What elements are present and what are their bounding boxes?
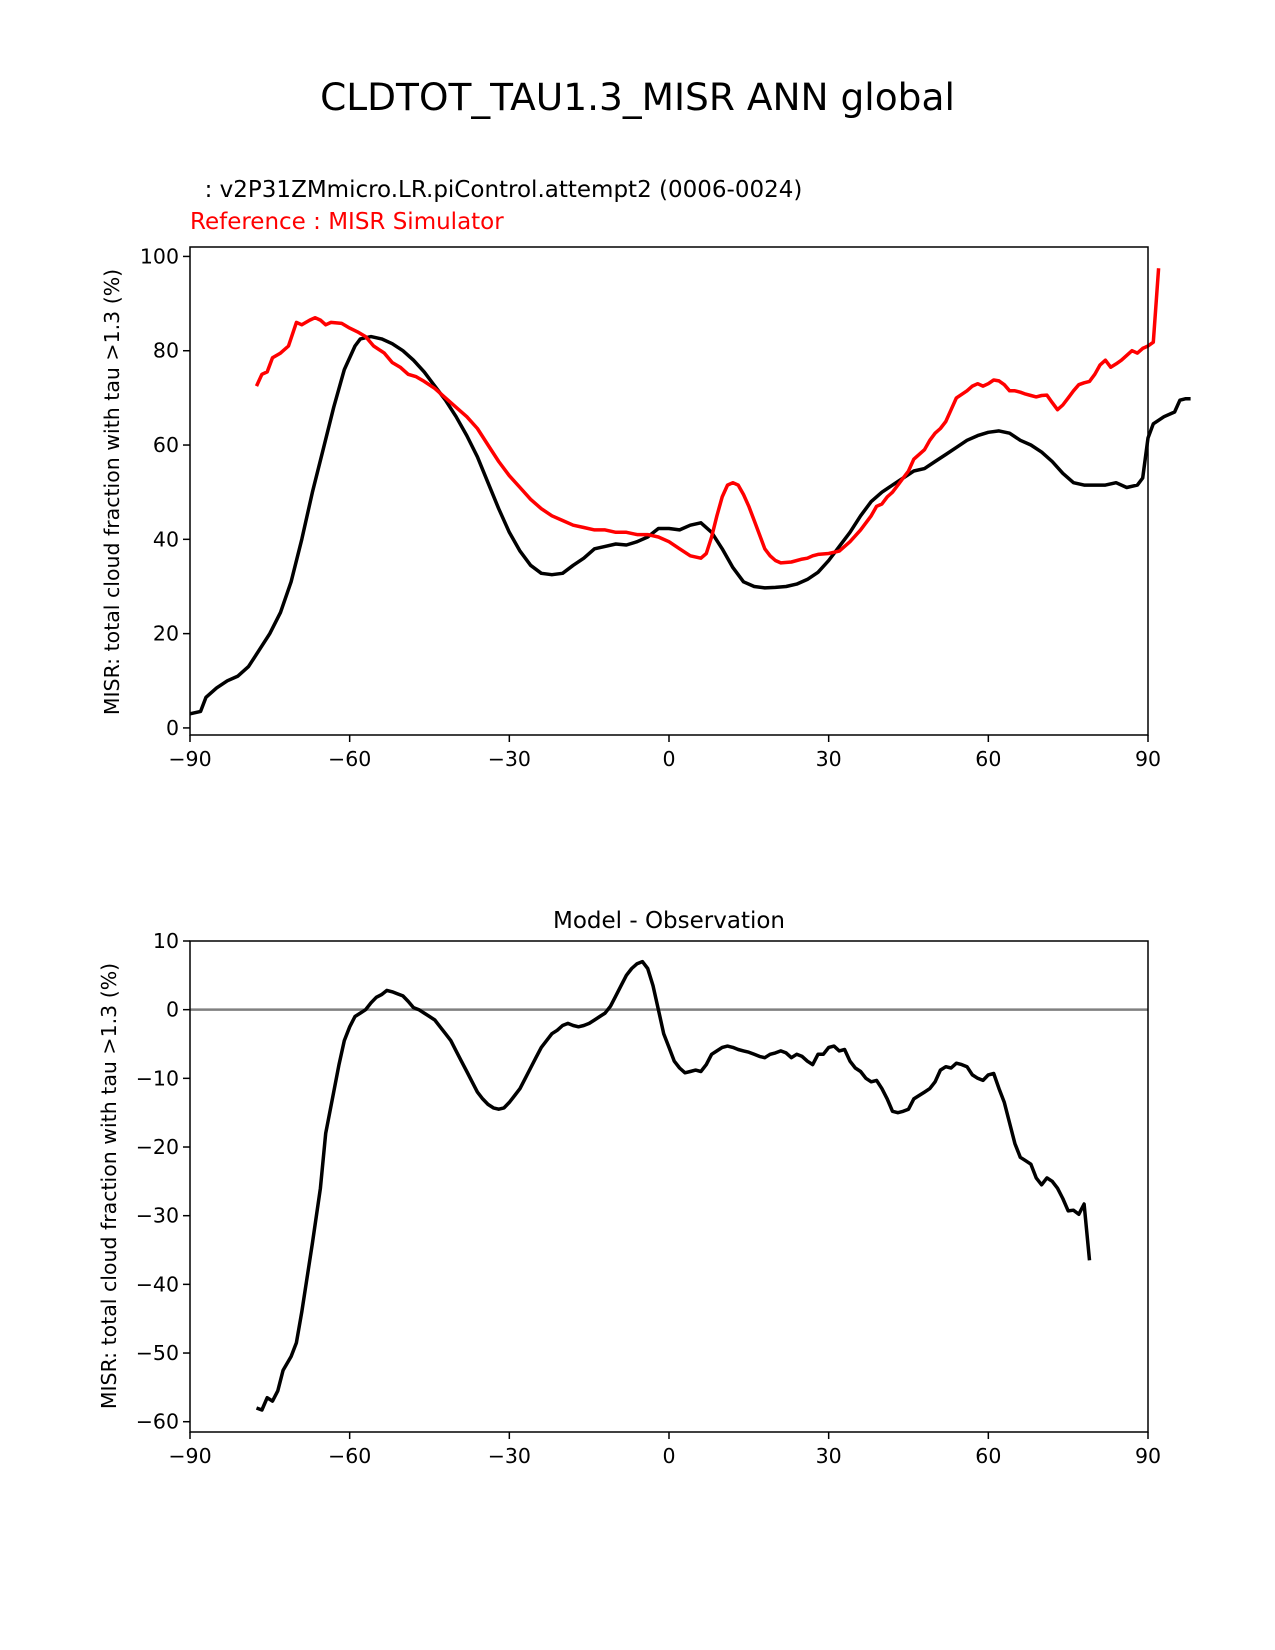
main-plot-frame — [189, 246, 1149, 736]
difference-plot-ytick-label: −20 — [136, 1135, 179, 1159]
main-plot-ytick-label: 0 — [166, 716, 179, 740]
difference-plot-xtick-label: −60 — [328, 1444, 371, 1468]
difference-plot-ticks: −90 −60 −30 0 30 60 90 10 0 −10 −20 −30 −40 −50 −60 — [136, 929, 1161, 1468]
main-plot-xtick-label: 0 — [662, 747, 675, 771]
main-plot-ytick-label: 40 — [153, 527, 179, 551]
difference-plot-xtick-label: 60 — [975, 1444, 1001, 1468]
main-plot-ytick-label: 20 — [153, 622, 179, 646]
difference-plot-ytick-label: −10 — [136, 1066, 179, 1090]
difference-plot-difference-line — [255, 959, 1092, 1412]
main-plot-xtick-label: −30 — [488, 747, 531, 771]
difference-plot-ytick-label: −30 — [136, 1204, 179, 1228]
main-plot-xtick-label: −60 — [328, 747, 371, 771]
difference-plot-xtick-label: −90 — [168, 1444, 211, 1468]
main-plot-xtick-label: −90 — [168, 747, 211, 771]
difference-plot-frame — [189, 940, 1149, 1433]
reference-title: Reference : MISR Simulator — [190, 209, 504, 235]
main-plot: : v2P31ZMmicro.LR.piControl.attempt2 (00… — [100, 177, 1191, 771]
main-plot-test-line — [189, 334, 1191, 716]
main-plot-ylabel: MISR: total cloud fraction with tau >1.3… — [100, 269, 124, 715]
figure-suptitle: CLDTOT_TAU1.3_MISR ANN global — [320, 75, 955, 119]
main-plot-reference-line — [254, 268, 1161, 565]
difference-plot-ylabel: MISR: total cloud fraction with tau >1.3… — [97, 963, 121, 1409]
difference-plot-ytick-label: 10 — [153, 929, 179, 953]
main-plot-xtick-label: 60 — [975, 747, 1001, 771]
main-plot-ytick-label: 100 — [140, 244, 179, 268]
main-plot-xtick-label: 30 — [816, 747, 842, 771]
difference-plot: Model - Observation MISR: total cloud fr… — [97, 908, 1161, 1468]
difference-plot-xtick-label: 0 — [662, 1444, 675, 1468]
main-plot-xtick-label: 90 — [1135, 747, 1161, 771]
difference-plot-ytick-label: −60 — [136, 1410, 179, 1434]
difference-plot-title: Model - Observation — [553, 908, 785, 934]
test-run-title: : v2P31ZMmicro.LR.piControl.attempt2 (00… — [190, 177, 802, 203]
main-plot-ytick-label: 60 — [153, 433, 179, 457]
difference-plot-xtick-label: 30 — [816, 1444, 842, 1468]
difference-plot-ytick-label: −50 — [136, 1341, 179, 1365]
main-plot-ticks: −90 −60 −30 0 30 60 90 0 20 40 60 80 100 — [140, 244, 1161, 771]
difference-plot-xtick-label: −30 — [488, 1444, 531, 1468]
main-plot-lines — [189, 268, 1191, 716]
main-plot-ytick-label: 80 — [153, 339, 179, 363]
difference-plot-ytick-label: −40 — [136, 1272, 179, 1296]
difference-plot-xtick-label: 90 — [1135, 1444, 1161, 1468]
difference-plot-ytick-label: 0 — [166, 998, 179, 1022]
difference-plot-lines — [190, 959, 1148, 1412]
